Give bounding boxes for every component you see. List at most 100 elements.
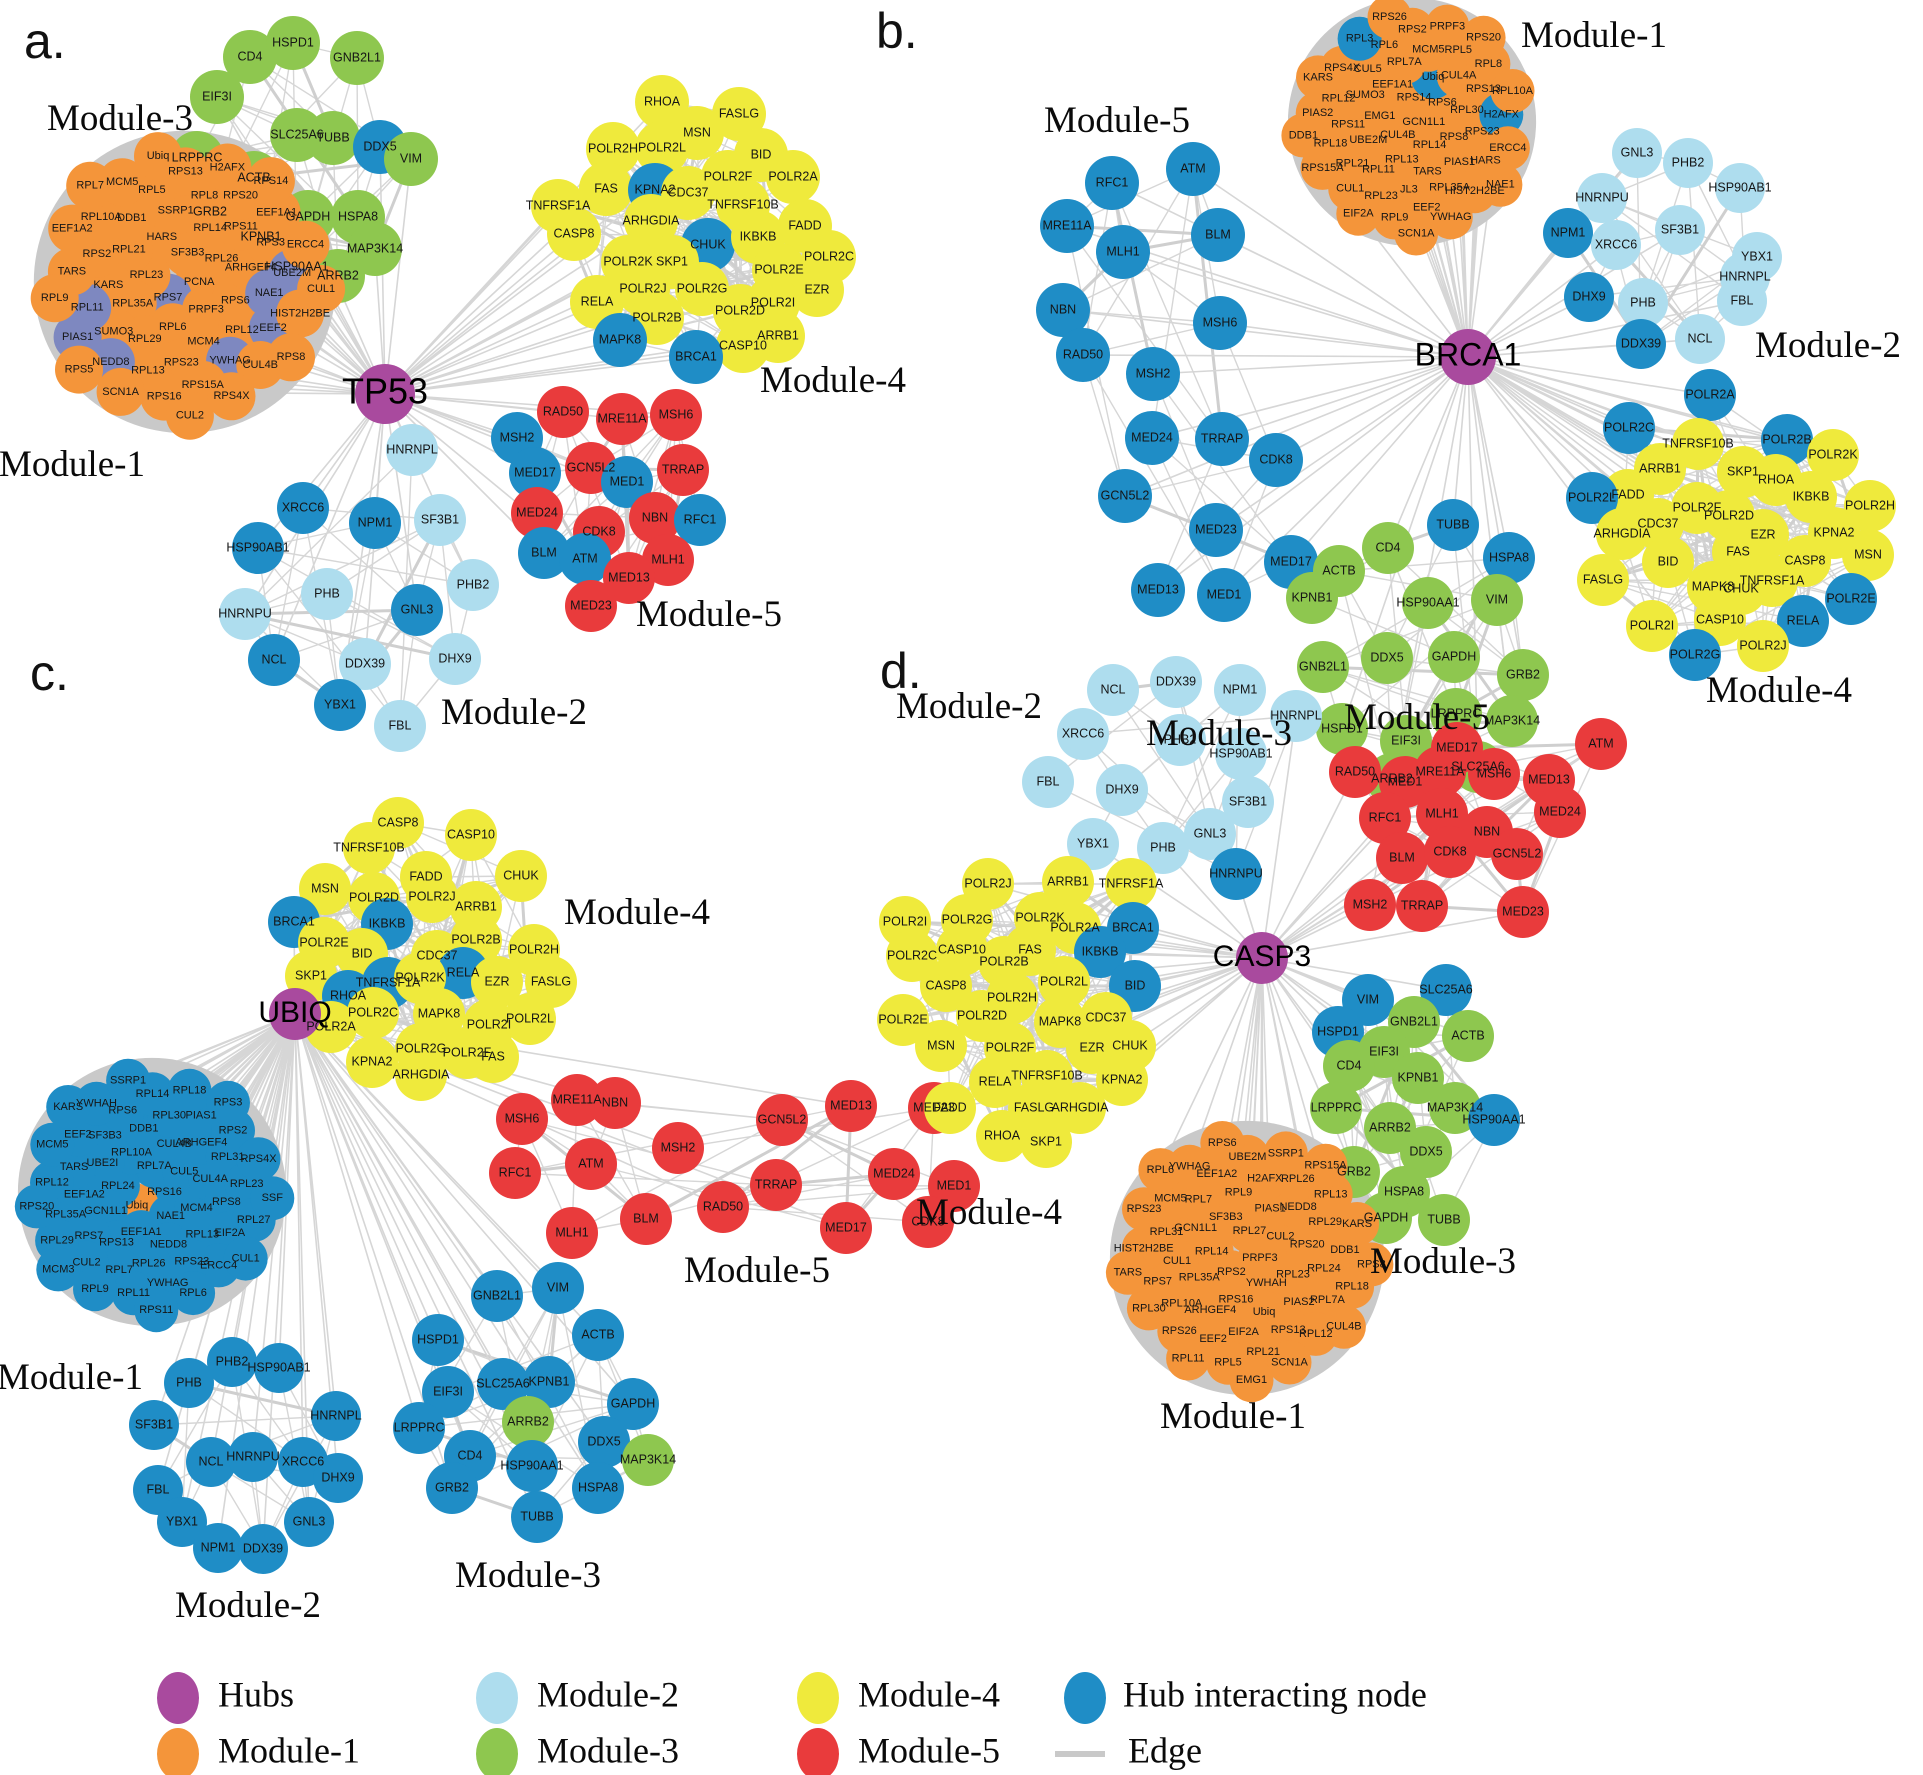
c-node-MED24[interactable] [868,1148,920,1200]
a-node-RFC1[interactable] [674,494,726,546]
b-node-MSH2[interactable] [1126,347,1180,401]
d-node-LRPPRC[interactable] [1310,1082,1362,1134]
a-node-POLR2L[interactable] [635,121,689,175]
b-node-NPM1[interactable] [1543,208,1593,258]
c-node-PHB[interactable] [164,1358,214,1408]
d-node-GCN5L2[interactable] [1491,828,1543,880]
d-node-GNL3[interactable] [1184,808,1236,860]
a-node-EZR[interactable] [790,263,844,317]
d-node-SCN1A[interactable] [1267,1340,1312,1385]
b-node-POLR2K[interactable] [1807,429,1859,481]
d-node-RPS23[interactable] [1122,1187,1166,1232]
d-node-FADD[interactable] [924,1082,976,1134]
b-node-DDX39[interactable] [1616,319,1666,369]
c-node-KPNA2[interactable] [346,1036,398,1088]
a-node-MED1[interactable] [601,456,653,508]
b-node-ARHGDIA[interactable] [1596,508,1648,560]
a-node-MED24[interactable] [511,487,563,539]
d-node-CASP8[interactable] [920,960,972,1012]
c-node-HNRNPU[interactable] [228,1432,278,1482]
c-node-RFC1[interactable] [489,1147,541,1199]
d-node-FAS[interactable] [1004,924,1056,976]
a-node-MRE11A[interactable] [596,393,648,445]
c-node-TRRAP[interactable] [750,1159,802,1211]
a-node-MED23[interactable] [565,580,617,632]
a-node-EEF1A2[interactable] [48,204,97,253]
c-node-HSP90AB1[interactable] [254,1343,304,1393]
b-node-POLR2B[interactable] [1761,414,1813,466]
b-node-XRCC6[interactable] [1591,220,1641,270]
b-node-HSP90AB1[interactable] [1715,163,1765,213]
a-node-YBX1[interactable] [314,679,366,731]
d-node-NPM1[interactable] [1214,664,1266,716]
d-node-RPL30[interactable] [1126,1286,1171,1331]
c-node-RPS20[interactable] [14,1184,59,1229]
c-node-MCM5[interactable] [30,1122,75,1167]
c-node-POLR2J[interactable] [406,871,458,923]
d-node-RPS6[interactable] [1200,1121,1245,1165]
b-node-MED1[interactable] [1197,568,1251,622]
d-node-FBL[interactable] [1022,756,1074,808]
c-node-PHB2[interactable] [207,1337,257,1387]
b-node-RPS20[interactable] [1461,15,1506,60]
d-node-POLR2C[interactable] [886,930,938,982]
b-node-NBN[interactable] [1036,283,1090,337]
b-node-RPS15A[interactable] [1300,145,1345,190]
d-node-KPNB1[interactable] [1392,1052,1444,1104]
c-node-SSRP1[interactable] [106,1058,151,1103]
a-node-ERCC4[interactable] [281,220,330,269]
d-node-ACTB[interactable] [1442,1010,1494,1062]
a-hub-TP53[interactable] [355,364,415,424]
a-node-HSP90AB1[interactable] [232,522,284,574]
a-node-TUBB[interactable] [306,111,360,165]
b-node-POLR2J[interactable] [1737,620,1789,672]
c-node-KARS[interactable] [46,1085,91,1129]
c-node-GRB2[interactable] [426,1462,478,1514]
d-node-SKP1[interactable] [1020,1116,1072,1168]
b-node-MED24[interactable] [1125,411,1179,465]
c-node-HSPD1[interactable] [412,1314,464,1366]
c-node-MSH2[interactable] [652,1122,704,1174]
d-node-POLR2E[interactable] [877,994,929,1046]
d-node-MAP3K14[interactable] [1429,1082,1481,1134]
d-node-DDX5[interactable] [1400,1126,1452,1178]
d-node-RPS15A[interactable] [1303,1143,1348,1188]
b-node-MSH6[interactable] [1193,296,1247,350]
c-node-VIM[interactable] [532,1262,584,1314]
c-node-MSH6[interactable] [496,1093,548,1145]
b-node-FASLG[interactable] [1577,554,1629,606]
c-node-NBN[interactable] [589,1077,641,1129]
b-node-POLR2H[interactable] [1844,480,1896,532]
d-node-TUBB[interactable] [1418,1194,1470,1246]
c-node-ACTB[interactable] [572,1309,624,1361]
d-node-PHB[interactable] [1137,822,1189,874]
a-node-ATM[interactable] [559,533,611,585]
b-node-KPNB1[interactable] [1286,572,1338,624]
d-node-KARS[interactable] [1335,1202,1380,1246]
b-node-NCL[interactable] [1675,314,1725,364]
b-node-TNFRSF10B[interactable] [1672,418,1724,470]
a-node-NPM1[interactable] [349,497,401,549]
a-node-RPS8[interactable] [267,333,315,382]
c-node-DDX39[interactable] [238,1524,288,1574]
c-node-RPL6[interactable] [171,1271,216,1316]
a-node-MED13[interactable] [603,552,655,604]
c-node-SLC25A6[interactable] [477,1358,529,1410]
b-node-MAP3K14[interactable] [1486,695,1538,747]
d-node-RELA[interactable] [969,1056,1021,1108]
c-node-RPS11[interactable] [134,1288,179,1333]
b-node-SF3B1[interactable] [1655,205,1705,255]
d-node-RPL6[interactable] [1138,1148,1183,1193]
b-node-POLR2I[interactable] [1626,600,1678,652]
d-node-CUL4B[interactable] [1321,1304,1366,1349]
a-node-RPS5[interactable] [55,345,103,394]
d-node-IKBKB[interactable] [1074,926,1126,978]
c-node-HSP90AA1[interactable] [506,1440,558,1492]
c-node-NCL[interactable] [186,1437,236,1487]
a-node-CUL1[interactable] [297,265,346,313]
b-node-FBL[interactable] [1717,276,1767,326]
c-node-EIF3I[interactable] [422,1366,474,1418]
d-node-MRE11A[interactable] [1414,746,1466,798]
a-node-ARHGDIA[interactable] [624,194,678,248]
b-node-YWHAG[interactable] [1428,195,1473,240]
